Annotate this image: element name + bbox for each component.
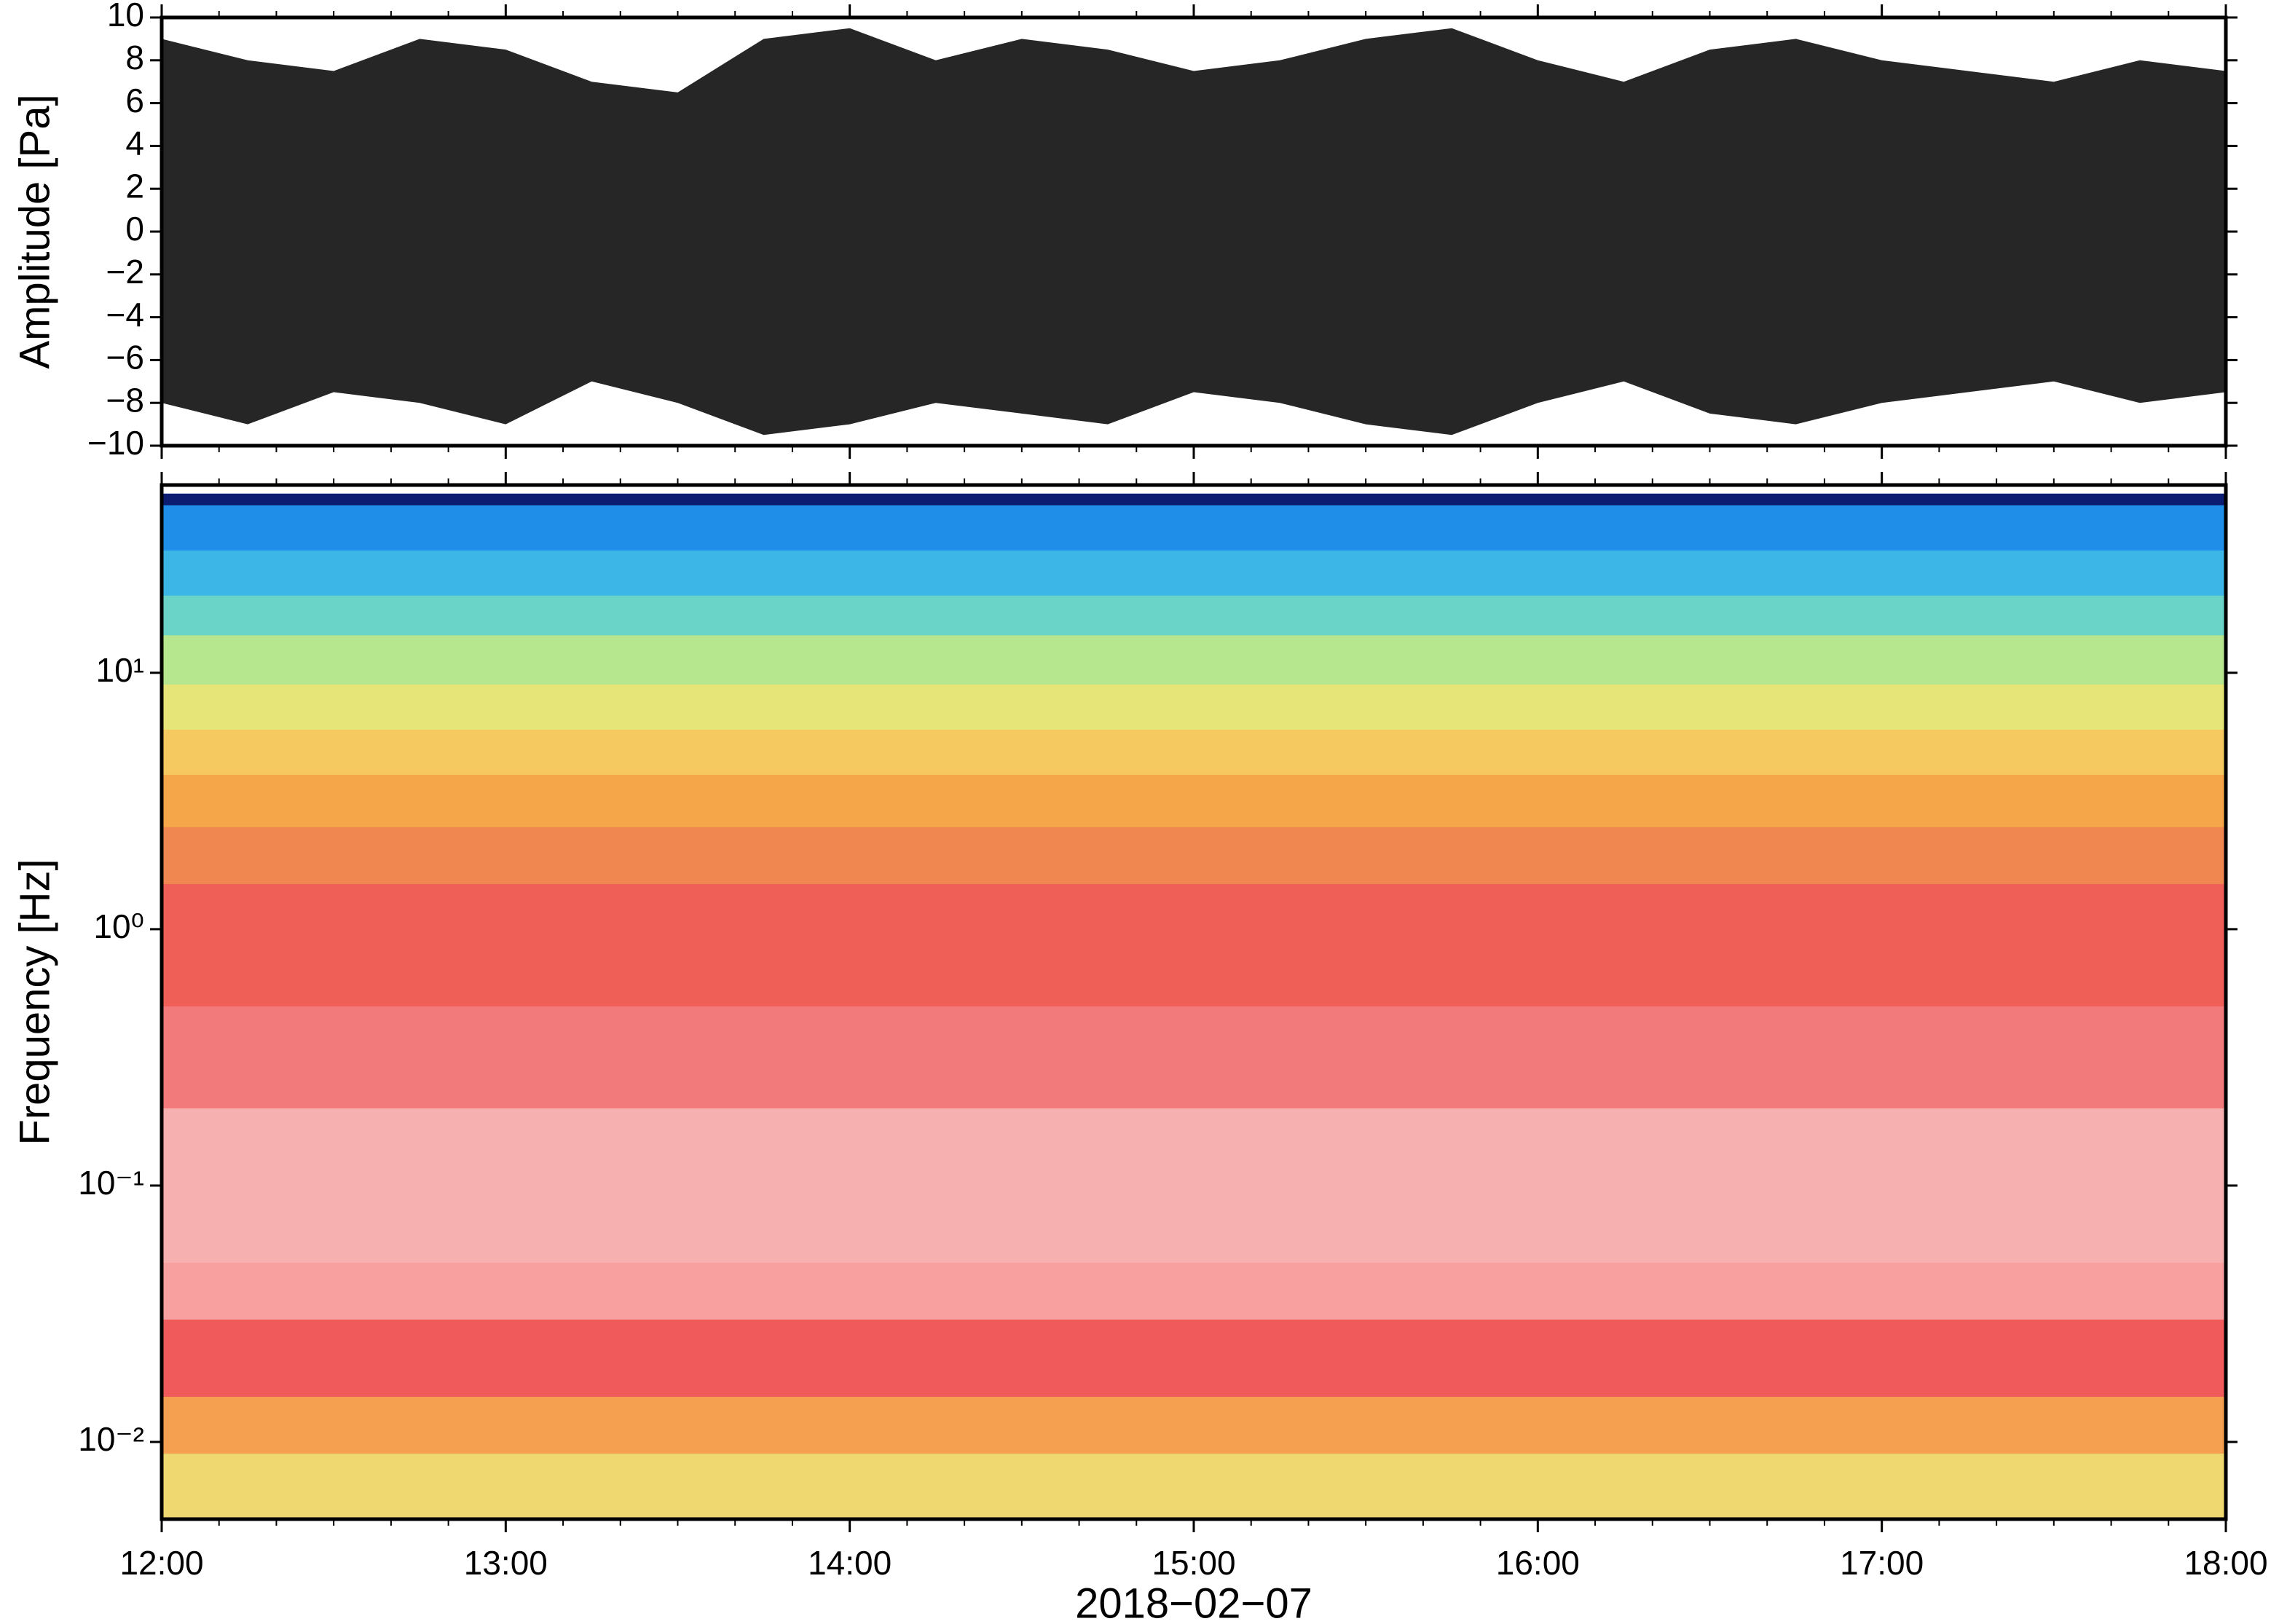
x-tick-label: 17:00 [1840,1544,1924,1582]
y-tick-label: −8 [106,381,144,419]
spectrogram-band [162,1262,2226,1320]
spectrogram-band [162,550,2226,596]
x-tick-label: 13:00 [464,1544,548,1582]
y-tick-label: 8 [125,39,144,76]
plot-frame [160,483,2228,1521]
plot-frame [160,15,2228,448]
x-tick-label: 14:00 [808,1544,892,1582]
spectrogram-band [162,595,2226,636]
spectrogram-band [162,684,2226,730]
x-tick-label: 18:00 [2184,1544,2267,1582]
y-tick-label: 10⁻² [78,1420,144,1458]
x-axis-title: 2018−02−07 [1075,1580,1312,1624]
y-tick-label: 10¹ [96,651,144,689]
y-tick-label: 10⁻¹ [78,1164,144,1202]
y-axis-title: Frequency [Hz] [11,859,58,1145]
spectrogram-band [162,1397,2226,1454]
spectrogram-band [162,883,2226,1007]
spectrogram-band [162,729,2226,776]
spectrogram-band [162,1108,2226,1264]
spectrogram-band [162,774,2226,828]
y-tick-label: −6 [106,339,144,377]
y-axis-title: Amplitude [Pa] [11,94,58,368]
spectrogram-band [162,505,2226,551]
y-tick-label: 2 [125,167,144,205]
y-tick-label: 10⁰ [93,907,144,945]
x-tick-label: 16:00 [1496,1544,1580,1582]
y-tick-label: 0 [125,210,144,248]
y-tick-label: −2 [106,253,144,291]
spectrogram-band [162,1320,2226,1398]
spectrogram-band [162,493,2226,506]
y-tick-label: 6 [125,82,144,119]
spectrogram-band [162,635,2226,685]
x-tick-label: 15:00 [1152,1544,1235,1582]
y-tick-label: −4 [106,296,144,334]
y-tick-label: 4 [125,125,144,162]
y-tick-label: −10 [87,424,144,462]
y-tick-label: 10 [107,0,144,33]
waveform-envelope [162,28,2226,435]
spectrogram-band [162,1454,2226,1520]
x-tick-label: 12:00 [119,1544,203,1582]
spectrogram-band [162,1006,2226,1109]
spectrogram-band [162,827,2226,885]
